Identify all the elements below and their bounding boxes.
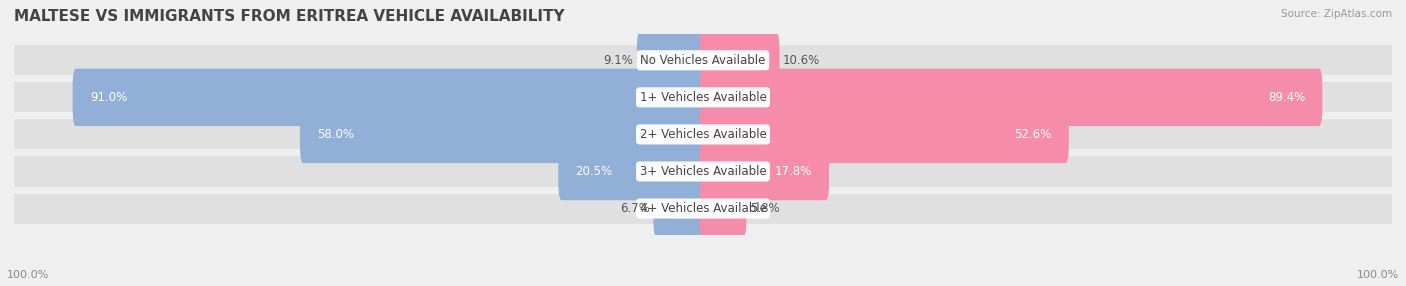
Text: 89.4%: 89.4% (1268, 91, 1305, 104)
FancyBboxPatch shape (654, 180, 706, 237)
FancyBboxPatch shape (14, 82, 1392, 112)
FancyBboxPatch shape (637, 31, 706, 89)
Text: 17.8%: 17.8% (775, 165, 811, 178)
FancyBboxPatch shape (558, 143, 706, 200)
Text: 91.0%: 91.0% (90, 91, 127, 104)
FancyBboxPatch shape (14, 156, 1392, 186)
Text: 52.6%: 52.6% (1014, 128, 1052, 141)
FancyBboxPatch shape (700, 180, 747, 237)
Text: 5.8%: 5.8% (749, 202, 779, 215)
Text: MALTESE VS IMMIGRANTS FROM ERITREA VEHICLE AVAILABILITY: MALTESE VS IMMIGRANTS FROM ERITREA VEHIC… (14, 9, 565, 23)
FancyBboxPatch shape (299, 106, 706, 163)
FancyBboxPatch shape (14, 194, 1392, 224)
Text: 6.7%: 6.7% (620, 202, 650, 215)
Text: 3+ Vehicles Available: 3+ Vehicles Available (640, 165, 766, 178)
Text: No Vehicles Available: No Vehicles Available (640, 54, 766, 67)
Text: 10.6%: 10.6% (783, 54, 820, 67)
Text: 2+ Vehicles Available: 2+ Vehicles Available (640, 128, 766, 141)
Text: 1+ Vehicles Available: 1+ Vehicles Available (640, 91, 766, 104)
FancyBboxPatch shape (700, 106, 1069, 163)
Text: 20.5%: 20.5% (575, 165, 613, 178)
FancyBboxPatch shape (14, 120, 1392, 149)
FancyBboxPatch shape (700, 143, 830, 200)
Text: 9.1%: 9.1% (603, 54, 634, 67)
FancyBboxPatch shape (700, 31, 779, 89)
FancyBboxPatch shape (14, 45, 1392, 75)
Text: Source: ZipAtlas.com: Source: ZipAtlas.com (1281, 9, 1392, 19)
FancyBboxPatch shape (700, 69, 1323, 126)
FancyBboxPatch shape (73, 69, 706, 126)
Legend: Maltese, Immigrants from Eritrea: Maltese, Immigrants from Eritrea (565, 282, 841, 286)
Text: 100.0%: 100.0% (7, 270, 49, 280)
Text: 100.0%: 100.0% (1357, 270, 1399, 280)
Text: 58.0%: 58.0% (318, 128, 354, 141)
Text: 4+ Vehicles Available: 4+ Vehicles Available (640, 202, 766, 215)
